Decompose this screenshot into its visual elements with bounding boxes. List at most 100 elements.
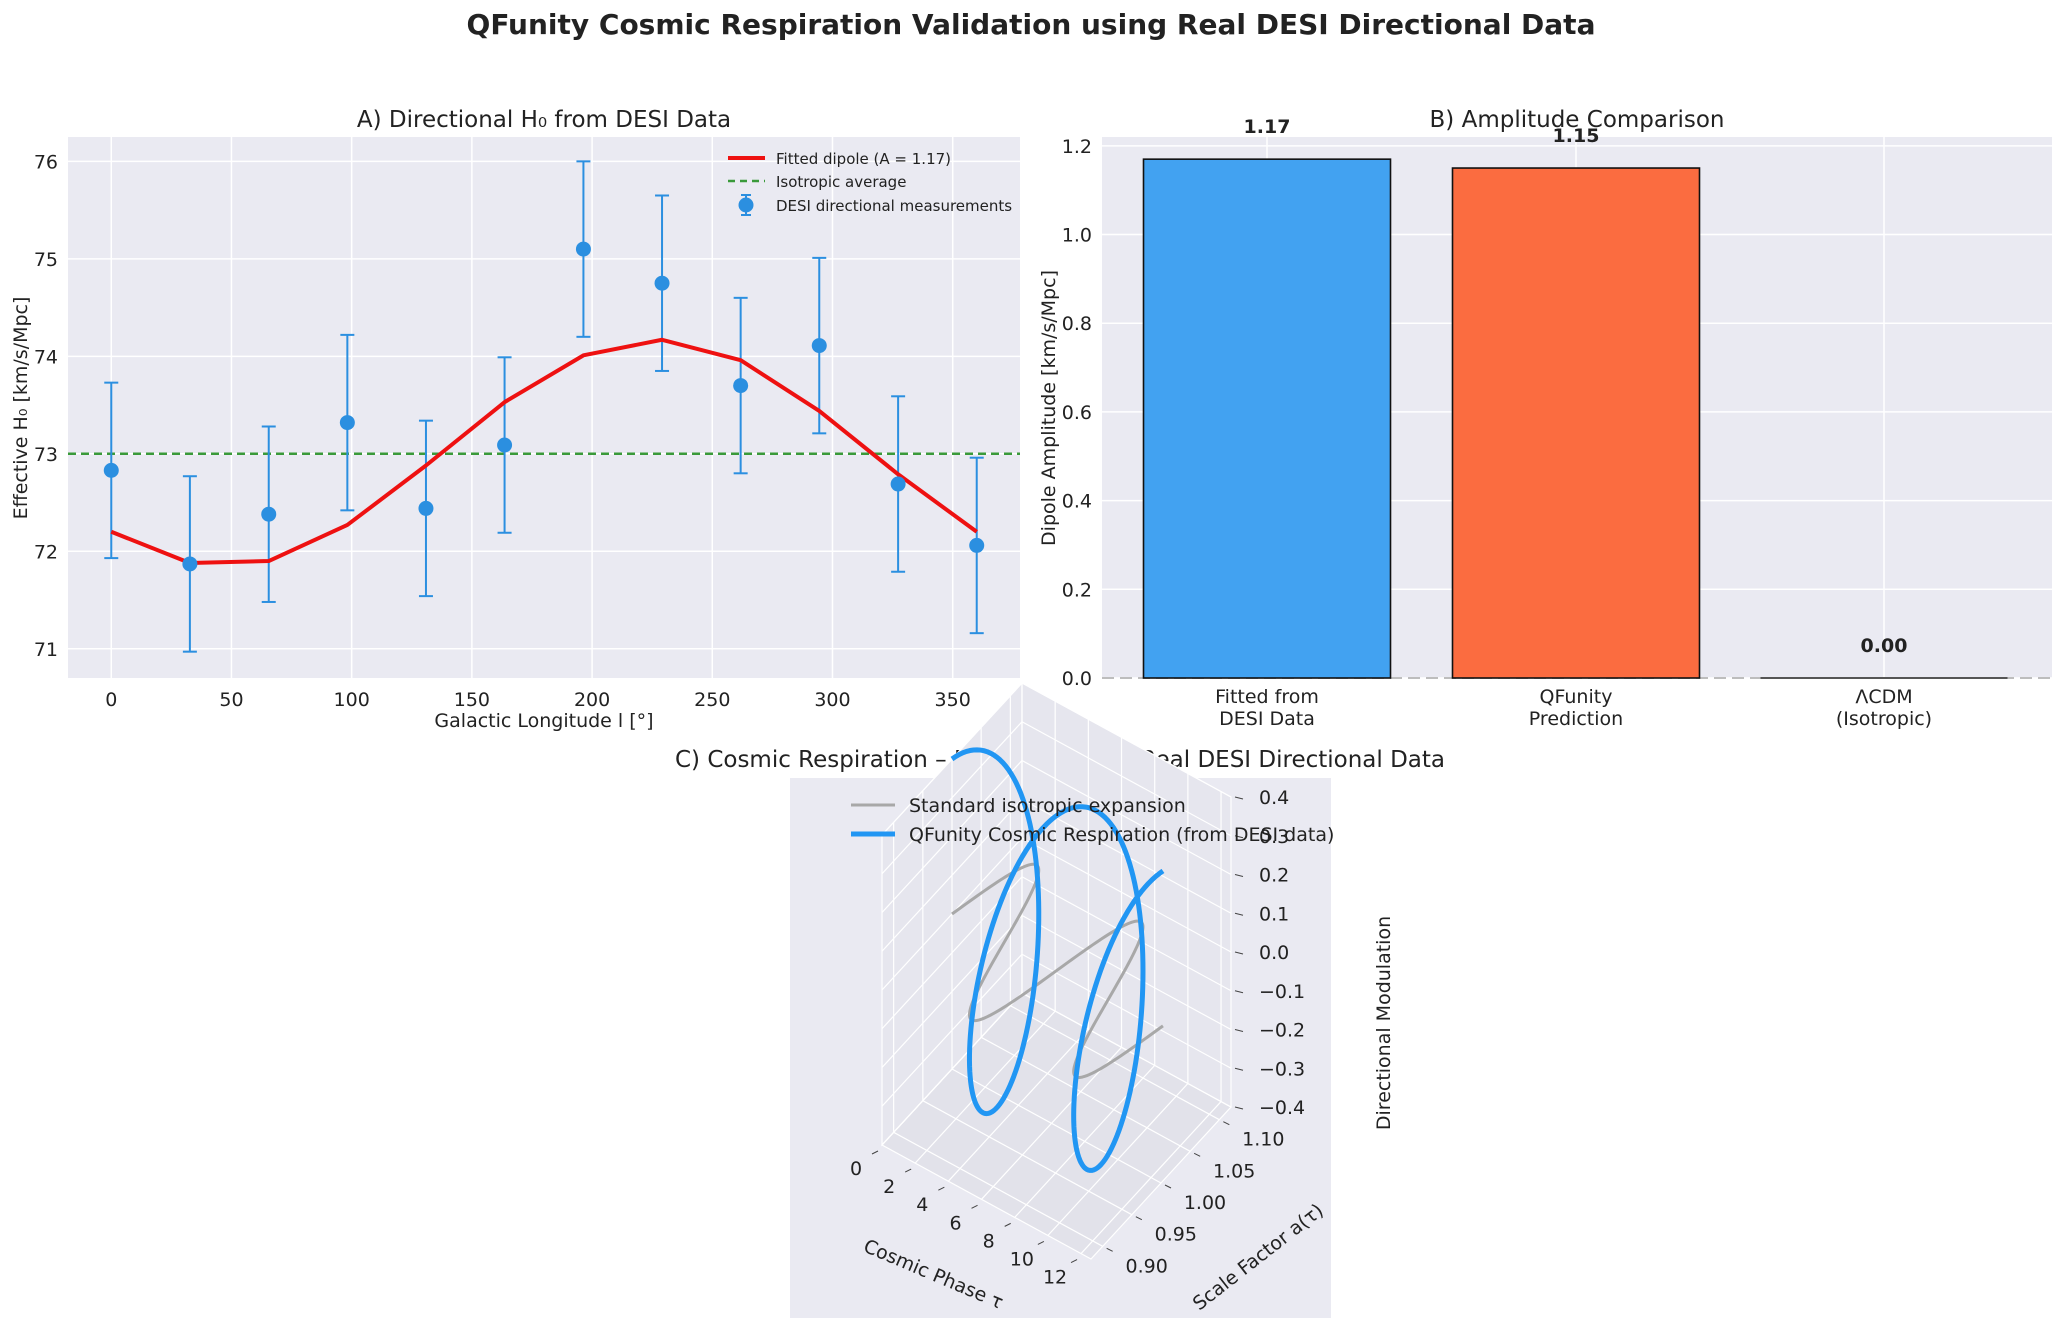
a-xtick-label: 0 (105, 689, 117, 711)
c-grid-line (881, 915, 1023, 1068)
c-xtick-label: 6 (949, 1212, 961, 1234)
b-value-label: 0.00 (1861, 635, 1908, 657)
c-xtick-mark (871, 1150, 879, 1155)
c-ztick-label: −0.4 (1259, 1097, 1305, 1119)
c-grid-line (881, 992, 1023, 1146)
a-data-point (890, 476, 906, 492)
a-data-point (733, 378, 749, 394)
b-ytick-label: 0.0 (1062, 668, 1092, 690)
a-data-point (811, 338, 827, 354)
c-ytick-label: 1.10 (1242, 1129, 1284, 1151)
c-grid-line (1021, 914, 1232, 1031)
c-ztick-label: 0.4 (1259, 787, 1289, 809)
b-ytick-label: 1.0 (1062, 225, 1092, 247)
panel-b-ylabel: Dipole Amplitude [km/s/Mpc] (1038, 270, 1060, 546)
c-xtick-label: 4 (916, 1194, 928, 1216)
panel-b-bars: 1.17 1.15 0.00 (1102, 116, 2052, 679)
c-ztick-mark (1234, 1029, 1244, 1032)
c-ztick-mark (1234, 912, 1244, 916)
panel-a-series (68, 160, 1020, 653)
a-ytick-label: 72 (34, 541, 58, 563)
c-ztick-mark (1234, 951, 1244, 955)
b-bar (1142, 158, 1392, 679)
legend-measurement-marker (738, 197, 754, 213)
c-ytick-mark (1193, 1152, 1201, 1157)
c-ztick-label: 0.2 (1259, 865, 1289, 887)
c-grid-line (1010, 1005, 1220, 1121)
panel-c-legend: Standard isotropic expansion QFunity Cos… (851, 795, 1334, 846)
c-grid-line (980, 1036, 1191, 1152)
b-category-label: (Isotropic) (1836, 708, 1932, 730)
a-data-point (103, 462, 119, 478)
c-ztick-label: 0.1 (1259, 903, 1289, 925)
panel-a-directional-h0: A) Directional H₀ from DESI Data Galacti… (10, 107, 1020, 732)
a-data-point (339, 415, 355, 431)
c-ztick-label: 0.0 (1259, 942, 1289, 964)
a-xtick-label: 100 (334, 689, 370, 711)
a-data-point (497, 437, 513, 453)
c-xtick-label: 10 (1010, 1248, 1034, 1270)
b-category-label: Prediction (1529, 708, 1623, 730)
c-grid-line (881, 760, 1023, 913)
figure-title: QFunity Cosmic Respiration Validation us… (467, 8, 1596, 41)
c-grid-line (893, 1131, 1103, 1247)
b-ytick-label: 0.4 (1062, 491, 1092, 513)
c-ytick-mark (1223, 1121, 1230, 1126)
c-respiration-curve (950, 747, 1165, 1173)
panel-a-ticks: 0 50 100 150 200 250 300 350 71 72 73 74 75 76 (34, 151, 971, 711)
a-data-point (654, 275, 670, 291)
c-ytick-label: 0.90 (1126, 1255, 1168, 1277)
c-ztick-mark (1234, 796, 1244, 800)
c-ztick-label: −0.3 (1259, 1058, 1305, 1080)
c-xtick-mark (971, 1204, 978, 1209)
a-xtick-label: 200 (574, 689, 610, 711)
c-grid-line (1021, 992, 1232, 1108)
a-data-point (969, 537, 985, 553)
c-grid-line (1021, 721, 1232, 837)
c-grid-line (881, 721, 1023, 875)
a-ytick-label: 76 (34, 151, 58, 173)
c-ytick-label: 1.05 (1213, 1160, 1255, 1182)
c-ztick-mark (1234, 1067, 1244, 1071)
c-xtick-mark (938, 1186, 945, 1191)
c-xtick-label: 0 (850, 1158, 862, 1180)
c-xtick-label: 8 (983, 1230, 995, 1252)
c-grid-line (1021, 953, 1232, 1069)
c-grid-line (1021, 837, 1232, 953)
a-ytick-label: 75 (34, 249, 58, 271)
c-ytick-label: 0.95 (1155, 1224, 1197, 1246)
c-ztick-mark (1234, 835, 1244, 839)
c-ztick-label: −0.2 (1259, 1020, 1305, 1042)
legend-respiration-label: QFunity Cosmic Respiration (from DESI da… (909, 824, 1334, 846)
c-ytick-mark (1164, 1184, 1172, 1189)
a-data-point (261, 506, 277, 522)
c-ytick-mark (1106, 1247, 1113, 1252)
a-xtick-label: 350 (935, 689, 971, 711)
a-fit-line (110, 337, 978, 565)
a-data-point (182, 556, 198, 572)
c-grid-line (881, 798, 1023, 952)
b-ytick-label: 0.6 (1062, 402, 1092, 424)
panel-b-amplitude-comparison: B) Amplitude Comparison Dipole Amplitude… (1038, 107, 2052, 730)
legend-standard-label: Standard isotropic expansion (909, 795, 1186, 817)
panel-c-zlabel: Directional Modulation (1373, 916, 1395, 1130)
panel-b-title: B) Amplitude Comparison (1430, 107, 1725, 133)
panel-a-legend: Fitted dipole (A = 1.17) Isotropic avera… (728, 150, 1012, 216)
b-ytick-label: 0.8 (1062, 313, 1092, 335)
c-grid-line (951, 1068, 1162, 1184)
c-ztick-label: −0.1 (1259, 981, 1305, 1003)
b-category-label: Fitted from (1215, 686, 1319, 708)
c-ztick-mark (1234, 1106, 1244, 1110)
c-xtick-mark (904, 1168, 912, 1173)
panel-c-curves (950, 747, 1165, 1173)
a-xtick-label: 300 (814, 689, 850, 711)
c-grid-line (881, 953, 1023, 1107)
panel-a-title: A) Directional H₀ from DESI Data (357, 107, 731, 133)
c-xtick-label: 12 (1043, 1267, 1067, 1289)
c-ztick-label: 0.3 (1259, 826, 1289, 848)
a-ytick-label: 71 (34, 639, 58, 661)
c-grid-line (922, 1100, 1133, 1216)
a-xtick-label: 150 (454, 689, 490, 711)
